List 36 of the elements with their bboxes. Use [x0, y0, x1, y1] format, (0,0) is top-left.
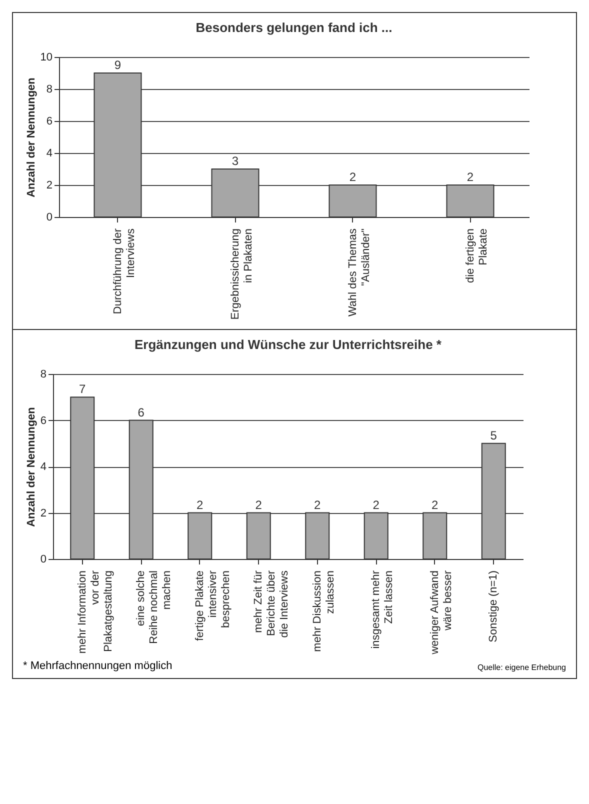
data-label: 2: [314, 498, 322, 512]
y-tick-label: 4: [46, 148, 52, 160]
data-label: 2: [349, 170, 356, 184]
data-label: 2: [255, 498, 262, 512]
y-tick-label: 2: [40, 507, 46, 520]
x-tick-label: Wahl des Themas "Ausländer": [346, 228, 372, 317]
y-tick-label: 8: [46, 84, 52, 96]
y-axis-title: Anzahl der Nennungen: [25, 406, 38, 527]
data-label: 2: [196, 498, 204, 512]
data-label: 2: [432, 498, 439, 512]
y-tick-label: 10: [40, 52, 52, 64]
source-note: Quelle: eigene Erhebung: [477, 663, 566, 672]
chart-title: Besonders gelungen fand ich ...: [196, 20, 392, 35]
text: * Mehrfachnennungen möglich: [23, 660, 172, 672]
x-tick-label: die fertigen Plakate: [464, 228, 490, 283]
y-axis-title: Anzahl der Nennungen: [25, 77, 38, 198]
y-tick-label: 4: [40, 461, 46, 473]
x-tick-label: Ergebnissicherung in Plakaten: [229, 228, 254, 320]
data-label: 9: [114, 58, 122, 72]
x-tick-label: mehr Information vor der Plakatgestaltung: [76, 570, 114, 654]
chart-title: Ergänzungen und Wünsche zur Unterrichtsreihe *: [134, 337, 442, 352]
y-tick-label: 0: [40, 554, 46, 566]
data-label: 2: [466, 170, 474, 184]
x-tick-label: eine solche Reihe nochmal machen: [135, 570, 174, 644]
x-tick-label: Sonstige (n=1): [488, 570, 500, 642]
y-tick-label: 8: [40, 368, 46, 380]
data-label: 7: [79, 382, 86, 396]
data-label: 2: [372, 498, 380, 512]
data-label: 5: [490, 428, 498, 442]
data-label: 6: [138, 405, 145, 420]
x-tick-label: Durchführung der Interviews: [112, 228, 137, 314]
y-tick-label: 0: [46, 212, 52, 224]
y-tick-label: 2: [46, 180, 52, 192]
y-tick-label: 6: [40, 414, 46, 427]
data-label: 3: [232, 154, 239, 168]
y-tick-label: 6: [46, 116, 52, 128]
